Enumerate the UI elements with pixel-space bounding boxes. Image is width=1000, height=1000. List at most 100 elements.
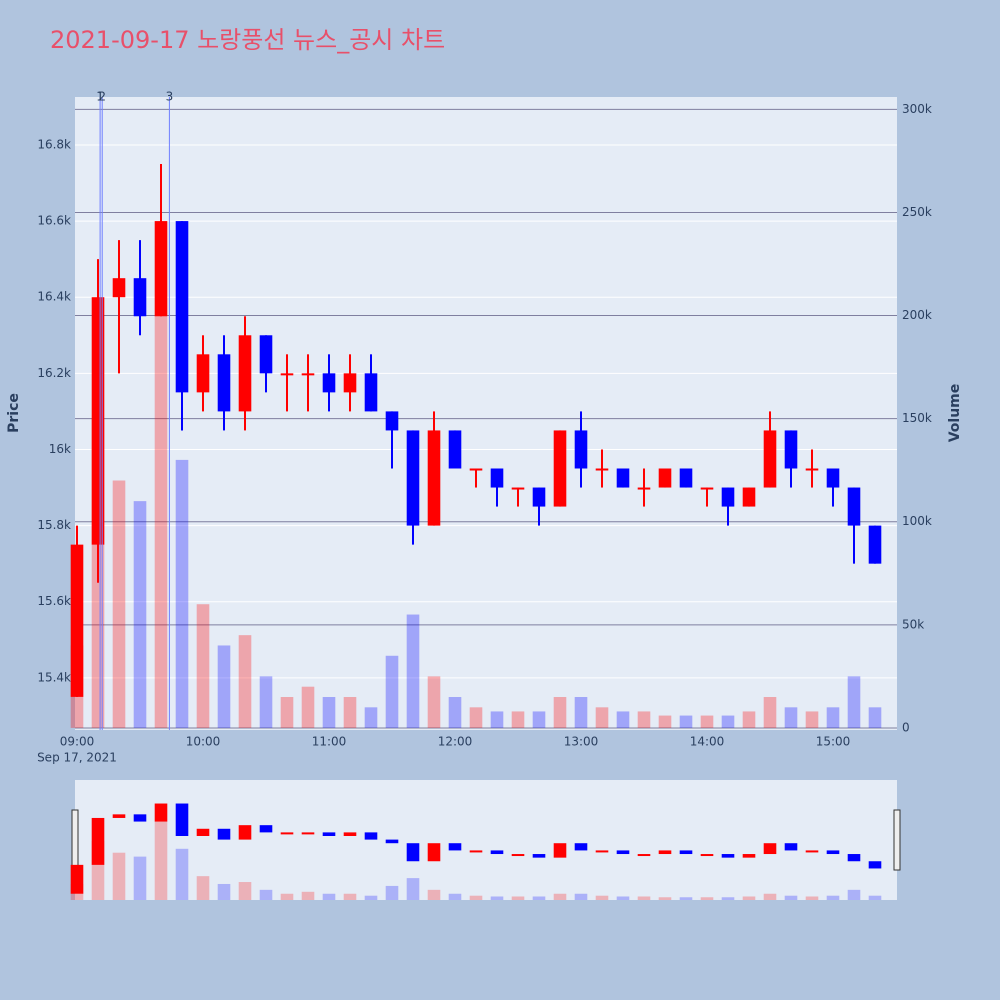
y-tick-label: 16.8k [37,137,71,151]
mini-volume-bar [721,897,735,900]
mini-candle [385,839,399,844]
mini-volume-bar [469,895,483,900]
y2-tick-label: 100k [902,514,932,528]
candle-body [154,221,168,317]
candle-body [574,430,588,469]
volume-bar [469,707,483,728]
mini-candle [511,854,525,857]
candle-body [238,335,252,412]
y2-tick-label: 50k [902,617,924,631]
candle-body [721,487,735,507]
volume-bar [763,697,777,728]
y2-tick-label: 0 [902,720,910,734]
candle-body [700,487,714,490]
candle-body [742,487,756,507]
volume-bar [175,459,189,728]
mini-candle [847,854,861,862]
mini-volume-bar [343,893,357,900]
mini-candle [406,843,420,862]
volume-bar [385,655,399,728]
mini-volume-bar [637,896,651,900]
volume-bar [784,707,798,728]
mini-candle [322,832,336,836]
volume-bar [427,676,441,728]
candle-body [280,373,294,376]
annotation-label: 2 [98,90,106,104]
volume-bar [343,697,357,728]
mini-volume-bar [217,883,231,900]
mini-candle [616,850,630,855]
mini-candle [553,843,567,858]
mini-volume-bar [616,896,630,900]
mini-volume-bar [511,896,525,900]
mini-volume-bar [448,893,462,900]
mini-candle [826,850,840,855]
volume-bar [217,645,231,728]
volume-bar [322,697,336,728]
mini-volume-bar [532,896,546,900]
volume-bar [301,686,315,728]
candle-body [196,354,210,393]
mini-candle [196,828,210,836]
mini-volume-bar [595,895,609,900]
x-tick-label: 12:00 [438,735,473,749]
mini-candle [427,843,441,862]
candle-body [511,487,525,490]
mini-volume-bar [700,897,714,900]
mini-volume-bar [658,897,672,900]
y-tick-label: 16.2k [37,366,71,380]
mini-volume-bar [805,896,819,900]
volume-bar [490,711,504,728]
mini-candle [721,854,735,858]
candle-body [553,430,567,507]
volume-bar [868,707,882,728]
x-tick-label: 10:00 [186,735,221,749]
mini-volume-bar [406,878,420,900]
y2-tick-label: 150k [902,411,932,425]
candle-body [658,468,672,488]
candle-body [826,468,840,488]
mini-volume-bar [112,852,126,900]
mini-volume-bar [175,848,189,900]
candle-body [868,525,882,564]
y-tick-label: 15.4k [37,670,71,684]
chart-title: 2021-09-17 노랑풍선 뉴스_공시 차트 [50,26,445,54]
y-tick-label: 16.6k [37,214,71,228]
candle-body [595,468,609,471]
candle-body [784,430,798,469]
mini-candle [133,814,147,822]
mini-volume-bar [784,895,798,900]
candle-body [448,430,462,469]
slider-handle[interactable] [71,809,79,871]
mini-volume-bar [301,891,315,900]
candle-body [364,373,378,412]
mini-volume-bar [427,889,441,900]
mini-volume-bar [385,885,399,900]
y2-axis-title: Volume [947,384,963,443]
slider-handle[interactable] [893,809,901,871]
mini-candle [91,817,105,865]
volume-bar [133,501,147,728]
mini-candle [448,843,462,851]
candle-body [175,221,189,393]
volume-bar [406,614,420,728]
volume-bar [448,697,462,728]
candle-body [805,468,819,471]
y-tick-label: 16k [49,442,71,456]
volume-bar [679,715,693,728]
mini-candle [154,803,168,822]
volume-bar [805,711,819,728]
mini-volume-bar [364,895,378,900]
candle-body [490,468,504,488]
mini-volume-bar [196,876,210,900]
mini-volume-bar [238,882,252,900]
y2-tick-label: 200k [902,308,932,322]
mini-volume-bar [553,893,567,900]
candle-body [112,278,126,298]
candle-body [91,297,105,545]
y-tick-label: 15.6k [37,594,71,608]
volume-bar [259,676,273,728]
mini-candle [259,825,273,833]
volume-bar [595,707,609,728]
